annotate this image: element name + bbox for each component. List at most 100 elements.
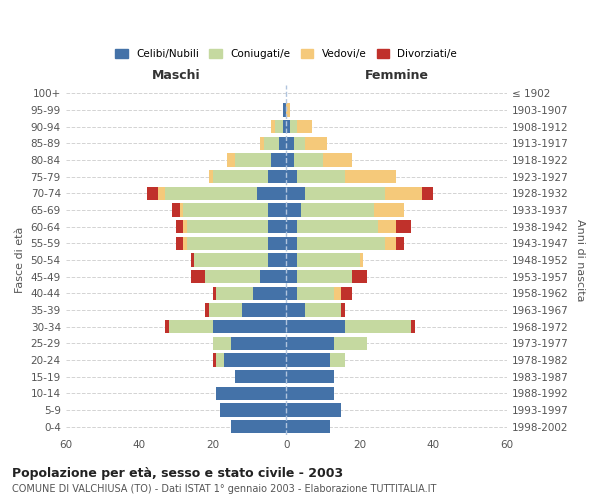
Bar bbox=[179, 204, 183, 216]
Bar bbox=[360, 254, 364, 266]
Bar bbox=[205, 270, 260, 283]
Bar bbox=[279, 136, 286, 150]
Bar bbox=[283, 103, 286, 117]
Bar bbox=[411, 320, 415, 334]
Bar bbox=[397, 236, 404, 250]
Bar bbox=[227, 153, 235, 166]
Bar bbox=[268, 204, 286, 216]
Bar bbox=[268, 170, 286, 183]
Bar bbox=[397, 220, 411, 234]
Bar bbox=[305, 304, 341, 316]
Bar bbox=[286, 153, 293, 166]
Bar bbox=[297, 254, 360, 266]
Bar bbox=[146, 186, 158, 200]
Bar bbox=[286, 170, 297, 183]
Bar bbox=[341, 286, 352, 300]
Bar bbox=[212, 354, 217, 366]
Bar bbox=[231, 336, 286, 350]
Bar bbox=[231, 420, 286, 434]
Bar bbox=[297, 236, 385, 250]
Bar bbox=[297, 170, 345, 183]
Bar bbox=[268, 254, 286, 266]
Bar bbox=[242, 304, 286, 316]
Bar bbox=[334, 336, 367, 350]
Bar bbox=[290, 120, 297, 133]
Bar bbox=[183, 236, 187, 250]
Bar bbox=[286, 420, 331, 434]
Bar bbox=[293, 153, 323, 166]
Bar bbox=[187, 236, 268, 250]
Bar bbox=[331, 354, 345, 366]
Text: Femmine: Femmine bbox=[364, 68, 428, 82]
Bar bbox=[275, 120, 283, 133]
Bar bbox=[286, 270, 297, 283]
Bar bbox=[212, 286, 217, 300]
Bar bbox=[385, 236, 397, 250]
Bar bbox=[283, 120, 286, 133]
Bar bbox=[165, 320, 169, 334]
Bar bbox=[187, 220, 268, 234]
Bar bbox=[334, 286, 341, 300]
Bar bbox=[268, 236, 286, 250]
Bar bbox=[165, 186, 257, 200]
Bar bbox=[158, 186, 165, 200]
Bar bbox=[301, 204, 374, 216]
Bar bbox=[217, 387, 286, 400]
Bar bbox=[286, 354, 331, 366]
Bar bbox=[286, 186, 305, 200]
Bar bbox=[341, 304, 345, 316]
Bar bbox=[194, 254, 268, 266]
Bar bbox=[422, 186, 433, 200]
Bar bbox=[286, 286, 297, 300]
Bar bbox=[378, 220, 397, 234]
Bar bbox=[212, 170, 268, 183]
Bar bbox=[260, 136, 264, 150]
Text: Popolazione per età, sesso e stato civile - 2003: Popolazione per età, sesso e stato civil… bbox=[12, 468, 343, 480]
Bar bbox=[305, 186, 385, 200]
Bar bbox=[235, 153, 271, 166]
Bar bbox=[374, 204, 404, 216]
Bar bbox=[183, 204, 268, 216]
Bar bbox=[305, 136, 326, 150]
Bar bbox=[345, 170, 397, 183]
Bar bbox=[286, 204, 301, 216]
Bar bbox=[209, 170, 212, 183]
Bar bbox=[297, 286, 334, 300]
Bar bbox=[293, 136, 305, 150]
Text: Maschi: Maschi bbox=[152, 68, 200, 82]
Bar bbox=[323, 153, 352, 166]
Bar bbox=[220, 404, 286, 417]
Bar bbox=[176, 220, 183, 234]
Y-axis label: Anni di nascita: Anni di nascita bbox=[575, 218, 585, 301]
Bar bbox=[286, 387, 334, 400]
Bar bbox=[183, 220, 187, 234]
Bar bbox=[286, 103, 290, 117]
Bar bbox=[286, 220, 297, 234]
Text: COMUNE DI VALCHIUSA (TO) - Dati ISTAT 1° gennaio 2003 - Elaborazione TUTTITALIA.: COMUNE DI VALCHIUSA (TO) - Dati ISTAT 1°… bbox=[12, 484, 436, 494]
Bar bbox=[176, 236, 183, 250]
Bar bbox=[286, 254, 297, 266]
Bar bbox=[235, 370, 286, 384]
Bar bbox=[352, 270, 367, 283]
Bar bbox=[286, 320, 345, 334]
Bar bbox=[286, 404, 341, 417]
Bar bbox=[224, 354, 286, 366]
Bar bbox=[212, 336, 231, 350]
Bar bbox=[191, 270, 205, 283]
Bar bbox=[172, 204, 179, 216]
Bar bbox=[385, 186, 422, 200]
Bar bbox=[286, 370, 334, 384]
Bar bbox=[253, 286, 286, 300]
Bar bbox=[286, 336, 334, 350]
Y-axis label: Fasce di età: Fasce di età bbox=[15, 227, 25, 293]
Bar bbox=[205, 304, 209, 316]
Bar bbox=[345, 320, 411, 334]
Bar bbox=[297, 270, 352, 283]
Bar bbox=[169, 320, 212, 334]
Bar bbox=[212, 320, 286, 334]
Legend: Celibi/Nubili, Coniugati/e, Vedovi/e, Divorziati/e: Celibi/Nubili, Coniugati/e, Vedovi/e, Di… bbox=[111, 44, 461, 63]
Bar bbox=[217, 354, 224, 366]
Bar bbox=[260, 270, 286, 283]
Bar bbox=[217, 286, 253, 300]
Bar bbox=[271, 120, 275, 133]
